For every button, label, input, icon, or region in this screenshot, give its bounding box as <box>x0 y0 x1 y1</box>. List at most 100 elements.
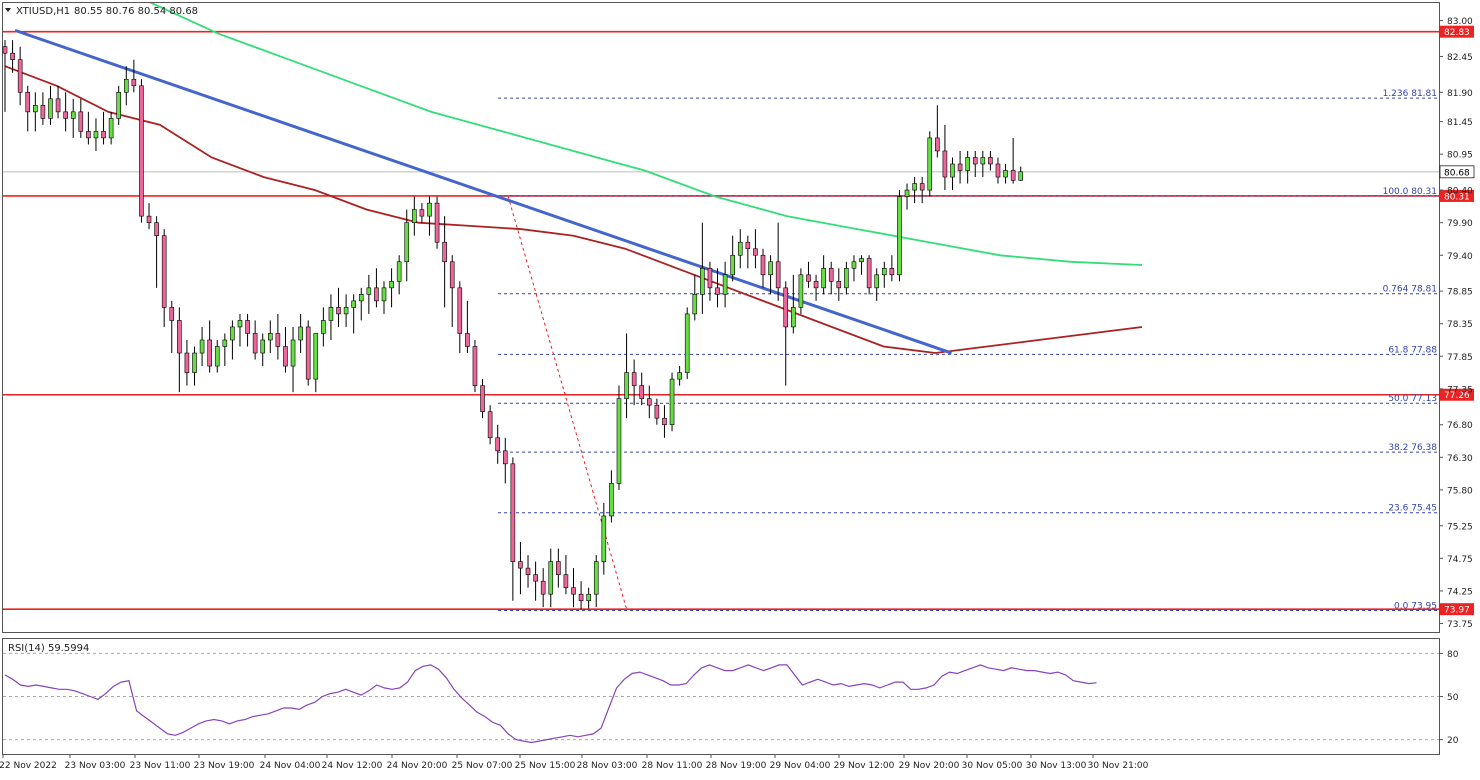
fib-level-label: 0.0 73.95 <box>1394 601 1437 611</box>
candle <box>927 131 933 197</box>
downtrend-line <box>14 28 953 355</box>
candle <box>654 398 660 425</box>
rsi-line <box>4 664 1097 744</box>
candle-body <box>988 157 993 165</box>
candle <box>525 555 531 588</box>
candle-body <box>116 91 121 119</box>
price-tick-label: 78.85 <box>1447 288 1473 298</box>
candle <box>639 372 645 406</box>
fib-level-label: 50.0 77.13 <box>1388 394 1437 404</box>
candle-body <box>586 593 591 602</box>
candles <box>2 40 1024 610</box>
candle <box>677 366 682 386</box>
candle <box>336 287 341 327</box>
candle-body <box>48 98 53 119</box>
candle <box>328 294 334 340</box>
candle <box>745 235 751 269</box>
candle-body <box>207 339 212 367</box>
candle-body <box>760 254 766 276</box>
price-tick-label: 75.80 <box>1447 486 1473 496</box>
price-tick-label: 75.25 <box>1447 522 1473 532</box>
symbol-header: XTIUSD,H1 80.55 80.76 80.54 80.68 <box>5 6 198 17</box>
ma-fast-line <box>4 65 1143 354</box>
candle-body <box>775 261 781 289</box>
candle <box>169 300 175 354</box>
candle-body <box>154 222 159 236</box>
candle <box>700 222 705 314</box>
candle <box>40 92 46 125</box>
fib-level-label: 1.236 81.81 <box>1383 89 1437 99</box>
price-panel-border <box>2 2 1440 633</box>
candle <box>131 59 137 93</box>
candle <box>366 274 372 314</box>
candle-body <box>525 567 531 575</box>
rsi-indicator: 80 50 20 <box>3 650 1459 746</box>
candle-body <box>1003 170 1008 178</box>
level-price-tag-text: 80.31 <box>1444 192 1470 202</box>
candle-body <box>889 267 895 276</box>
candle <box>214 339 220 373</box>
candle <box>381 281 387 314</box>
time-tick-label: 28 Nov 03:00 <box>577 761 638 771</box>
candle-body <box>609 483 614 517</box>
candle-body <box>768 261 773 276</box>
candle-body <box>449 261 455 289</box>
price-tick-label: 80.40 <box>1447 187 1473 197</box>
candle <box>93 118 99 151</box>
candle <box>63 92 68 132</box>
candle-body <box>404 222 410 263</box>
candle-body <box>10 52 15 61</box>
price-tick-label: 79.40 <box>1447 252 1473 262</box>
candle-body <box>472 346 478 386</box>
candle <box>480 379 485 419</box>
candle <box>965 150 970 184</box>
candle-body <box>123 78 129 93</box>
candle <box>571 568 576 608</box>
candle <box>593 555 599 608</box>
candle-body <box>593 561 599 595</box>
candle-body <box>828 267 834 282</box>
price-tick-label: 81.45 <box>1447 118 1473 128</box>
time-tick-label: 24 Nov 04:00 <box>260 761 321 771</box>
candle <box>374 268 379 308</box>
rsi-tick-label: 20 <box>1447 736 1459 746</box>
candle <box>601 502 607 575</box>
trend-lines <box>14 28 953 355</box>
candle-body <box>442 241 447 263</box>
candle <box>881 261 887 288</box>
price-tick-label: 74.75 <box>1447 555 1473 565</box>
candle <box>707 261 713 301</box>
candle-body <box>684 313 690 373</box>
candle-body <box>578 593 584 602</box>
candle <box>919 177 925 204</box>
candle-body <box>245 320 250 334</box>
candle <box>753 229 758 269</box>
candle <box>442 216 447 308</box>
candle <box>199 326 205 367</box>
candle-body <box>624 372 629 399</box>
candle-body <box>957 163 963 171</box>
time-tick-label: 24 Nov 20:00 <box>387 761 448 771</box>
candle <box>662 405 667 438</box>
candle <box>586 587 591 609</box>
candle <box>836 268 842 301</box>
candle <box>737 229 743 269</box>
symbol-label: XTIUSD,H1 <box>16 6 70 17</box>
candle-body <box>821 267 826 289</box>
candle <box>404 209 410 282</box>
candle-body <box>93 131 99 139</box>
candle-body <box>495 437 501 452</box>
candle-body <box>510 463 516 562</box>
candle <box>904 183 910 210</box>
candle-body <box>177 320 182 354</box>
candle-body <box>836 281 842 289</box>
time-axis: 22 Nov 2022 23 Nov 03:00 23 Nov 11:00 23 No… <box>0 754 1149 771</box>
candle <box>722 261 728 308</box>
candle <box>806 261 811 288</box>
price-tick-label: 80.95 <box>1447 151 1473 161</box>
candle-body <box>396 261 402 282</box>
candle-body <box>169 307 175 321</box>
candle <box>78 98 84 138</box>
candle <box>48 85 53 125</box>
candle-body <box>783 287 789 328</box>
